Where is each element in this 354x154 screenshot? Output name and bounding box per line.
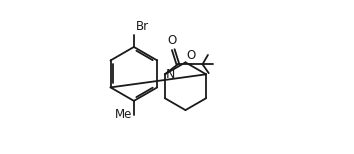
Text: N: N — [166, 68, 175, 81]
Text: Br: Br — [136, 20, 149, 33]
Text: O: O — [167, 34, 177, 47]
Text: Me: Me — [115, 108, 132, 121]
Text: O: O — [186, 49, 196, 62]
